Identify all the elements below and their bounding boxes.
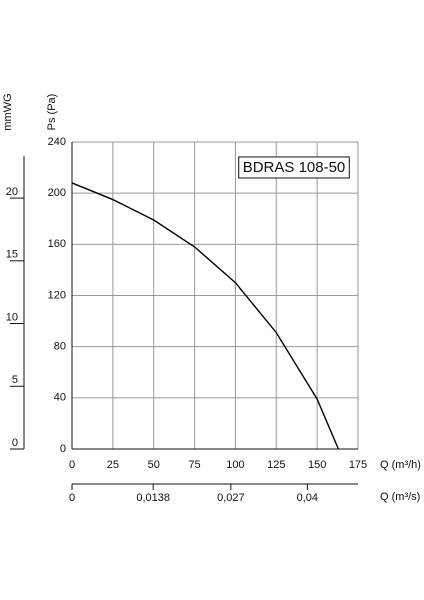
annotation-box bbox=[238, 156, 350, 179]
x-tick-label: 100 bbox=[226, 459, 244, 471]
y2-axis-label: mmWG bbox=[2, 93, 14, 130]
annotation: BDRAS 108-50 bbox=[243, 159, 346, 176]
y2-tick-label: 10 bbox=[6, 311, 18, 323]
y2-tick-label: 20 bbox=[6, 186, 18, 198]
y2-tick-label: 5 bbox=[12, 374, 18, 386]
y2-tick-label: 0 bbox=[12, 437, 18, 449]
x-tick-label: 175 bbox=[349, 459, 367, 471]
curve bbox=[71, 182, 340, 450]
x2-tick-label: 0,0138 bbox=[136, 492, 170, 504]
y-tick-label: 40 bbox=[54, 392, 66, 404]
x-tick-label: 150 bbox=[308, 459, 326, 471]
x2-axis-label: Q (m³/s) bbox=[380, 491, 420, 503]
x-axis-label: Q (m³/h) bbox=[380, 459, 421, 471]
x-tick-label: 25 bbox=[107, 459, 119, 471]
y-tick-label: 80 bbox=[54, 341, 66, 353]
x2-tick-label: 0,04 bbox=[297, 492, 318, 504]
y-tick-label: 200 bbox=[48, 187, 66, 199]
x-tick-label: 50 bbox=[148, 459, 160, 471]
x-tick-label: 125 bbox=[267, 459, 285, 471]
x2-tick-label: 0,027 bbox=[217, 492, 245, 504]
y2-tick-label: 15 bbox=[6, 249, 18, 261]
x2-tick-label: 0 bbox=[69, 492, 75, 504]
y-axis-label: Ps (Pa) bbox=[46, 94, 58, 131]
x-tick-label: 75 bbox=[188, 459, 200, 471]
y-tick-label: 160 bbox=[48, 238, 66, 250]
y-tick-label: 240 bbox=[48, 136, 66, 148]
y-tick-label: 0 bbox=[60, 443, 66, 455]
y-tick-label: 120 bbox=[48, 289, 66, 301]
x-tick-label: 0 bbox=[69, 459, 75, 471]
